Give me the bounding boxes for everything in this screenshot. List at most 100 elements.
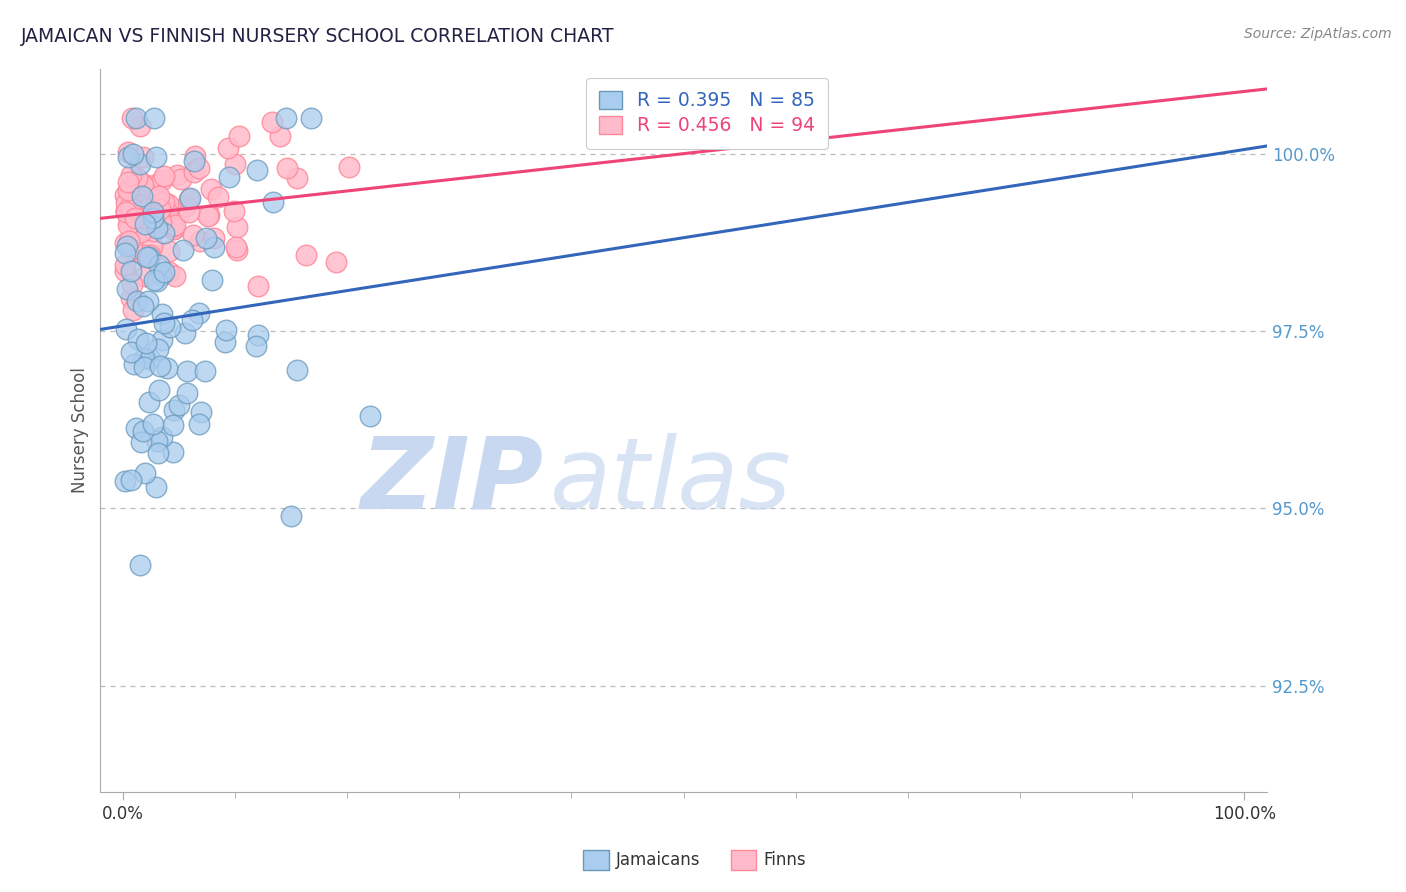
Point (118, 215, 141, 229)
Point (145, 480, 167, 494)
Point (142, 112, 165, 126)
Point (153, 316, 176, 330)
Point (114, 258, 136, 272)
Point (150, 430, 173, 444)
Point (228, 129, 250, 144)
Text: Source: ZipAtlas.com: Source: ZipAtlas.com (1244, 27, 1392, 41)
Point (135, 217, 157, 231)
Point (173, 326, 195, 340)
Point (127, 293, 149, 308)
Point (170, 172, 193, 186)
Point (129, 435, 152, 450)
Legend: R = 0.395   N = 85, R = 0.456   N = 94: R = 0.395 N = 85, R = 0.456 N = 94 (586, 78, 828, 149)
Point (280, 508, 302, 523)
Point (114, 203, 136, 218)
Point (262, 195, 284, 210)
Point (245, 338, 267, 352)
Point (125, 178, 148, 192)
Point (132, 425, 155, 439)
Point (122, 357, 145, 371)
Point (183, 165, 205, 179)
Point (122, 302, 145, 317)
Point (125, 171, 148, 186)
Point (157, 265, 180, 279)
Point (149, 359, 172, 373)
Point (285, 170, 308, 185)
Point (114, 205, 136, 219)
Point (179, 193, 201, 207)
Point (187, 306, 209, 320)
Point (129, 179, 152, 194)
Point (162, 221, 184, 235)
Point (128, 558, 150, 573)
Point (179, 191, 201, 205)
Point (269, 128, 291, 143)
Point (194, 364, 217, 378)
Point (114, 474, 136, 488)
Point (114, 203, 136, 218)
Point (149, 215, 172, 229)
Point (142, 224, 165, 238)
Point (183, 154, 205, 169)
Point (115, 239, 138, 253)
Point (325, 255, 347, 269)
Point (207, 190, 229, 204)
Point (299, 112, 322, 126)
Point (165, 218, 187, 232)
Point (146, 342, 169, 356)
Point (121, 277, 143, 292)
Point (117, 202, 139, 217)
Point (176, 385, 198, 400)
Point (134, 466, 156, 480)
Point (131, 221, 153, 235)
Point (218, 170, 240, 185)
Point (153, 169, 176, 183)
Point (187, 161, 209, 175)
Point (162, 219, 184, 234)
Point (114, 263, 136, 277)
Point (117, 205, 139, 219)
Point (181, 313, 204, 327)
Point (179, 205, 201, 219)
Text: Jamaicans: Jamaicans (616, 851, 700, 869)
Point (145, 150, 167, 164)
Point (195, 231, 218, 245)
Point (132, 359, 155, 374)
Point (134, 268, 156, 283)
Point (118, 234, 141, 248)
Y-axis label: Nursery School: Nursery School (72, 368, 89, 493)
Point (183, 228, 205, 243)
Point (124, 421, 146, 435)
Point (225, 244, 247, 258)
Point (157, 196, 180, 211)
Point (120, 169, 142, 183)
Point (115, 282, 138, 296)
Point (162, 444, 184, 458)
Point (143, 273, 166, 287)
Point (146, 275, 169, 289)
Point (200, 181, 222, 195)
Point (163, 403, 186, 417)
Point (132, 299, 155, 313)
Point (115, 322, 138, 336)
Point (117, 150, 139, 164)
Point (138, 250, 160, 264)
Point (262, 115, 284, 129)
Point (138, 352, 160, 367)
Point (120, 292, 142, 306)
Point (167, 207, 190, 221)
Point (142, 417, 165, 432)
Point (142, 205, 165, 219)
Point (148, 208, 170, 222)
Point (136, 251, 159, 265)
Point (139, 248, 162, 262)
Point (153, 195, 176, 210)
Point (276, 161, 298, 175)
Point (149, 268, 172, 283)
Point (132, 204, 155, 219)
Point (359, 409, 381, 424)
Point (120, 473, 142, 487)
Point (136, 294, 159, 309)
Point (141, 238, 163, 252)
Point (295, 248, 318, 262)
